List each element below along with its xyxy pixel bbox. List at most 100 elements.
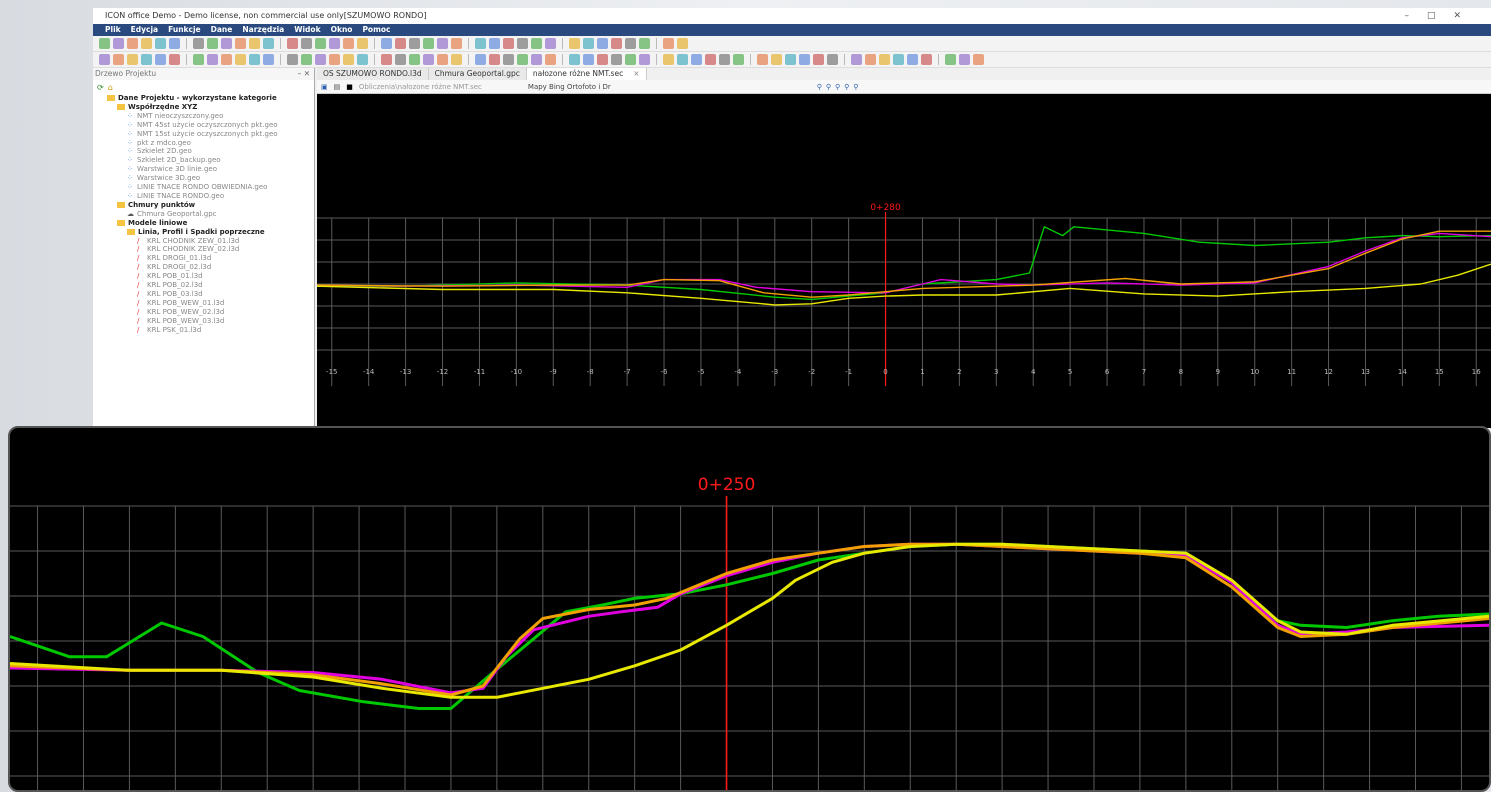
- toolbar-tool-icon[interactable]: [677, 54, 688, 65]
- toolbar-tool-icon[interactable]: [611, 54, 622, 65]
- tree-item[interactable]: ⁘ Warstwice 3D linie.geo: [93, 165, 314, 174]
- toolbar-tool-icon[interactable]: [155, 54, 166, 65]
- toolbar-tool-icon[interactable]: [813, 54, 824, 65]
- toolbar-tool-icon[interactable]: [677, 38, 688, 49]
- toolbar-tool-icon[interactable]: [113, 54, 124, 65]
- tree-item[interactable]: Linia, Profil i Spadki poprzeczne: [93, 228, 314, 237]
- tree-item[interactable]: / KRL DROGI_02.l3d: [93, 263, 314, 272]
- tree-item[interactable]: / KRL PSK_01.l3d: [93, 326, 314, 335]
- toolbar-tool-icon[interactable]: [263, 38, 274, 49]
- expand-icon[interactable]: ⌂: [107, 82, 113, 92]
- toolbar-tool-icon[interactable]: [907, 54, 918, 65]
- toolbar-tool-icon[interactable]: [531, 54, 542, 65]
- menu-item[interactable]: Widok: [294, 25, 321, 34]
- toolbar-tool-icon[interactable]: [451, 54, 462, 65]
- tree-item[interactable]: ⁘ NMT nieoczyszczony.geo: [93, 112, 314, 121]
- toolbar-tool-icon[interactable]: [569, 38, 580, 49]
- save-view-icon[interactable]: ▤: [333, 82, 341, 91]
- menu-item[interactable]: Okno: [330, 25, 353, 34]
- toolbar-tool-icon[interactable]: [827, 54, 838, 65]
- tree-item[interactable]: ⁘ Szkielet 2D_backup.geo: [93, 156, 314, 165]
- toolbar-tool-icon[interactable]: [503, 38, 514, 49]
- toolbar-tool-icon[interactable]: [785, 54, 796, 65]
- toolbar-tool-icon[interactable]: [221, 38, 232, 49]
- layers-icon[interactable]: ▣: [321, 82, 328, 91]
- toolbar-tool-icon[interactable]: [437, 54, 448, 65]
- tree-item[interactable]: ⁘ LINIE TNACE RONDO.geo: [93, 192, 314, 201]
- document-tab[interactable]: nałozone różne NMT.sec ×: [526, 68, 647, 80]
- cross-section-viewport[interactable]: 0+280 -15 -14 -13 -12 -11 -10 -9 -8 -7 -6 -5 -4 -3 -2-…: [316, 94, 1491, 428]
- toolbar-tool-icon[interactable]: [639, 38, 650, 49]
- toolbar-tool-icon[interactable]: [879, 54, 890, 65]
- toolbar-tool-icon[interactable]: [193, 38, 204, 49]
- zoom-tools-icon[interactable]: ⚲⚲⚲⚲⚲: [816, 82, 863, 91]
- toolbar-tool-icon[interactable]: [639, 54, 650, 65]
- toolbar-tool-icon[interactable]: [475, 54, 486, 65]
- toolbar-tool-icon[interactable]: [235, 38, 246, 49]
- toolbar-tool-icon[interactable]: [409, 54, 420, 65]
- menu-item[interactable]: Pomoc: [362, 25, 391, 34]
- toolbar-tool-icon[interactable]: [423, 54, 434, 65]
- toolbar-tool-icon[interactable]: [757, 54, 768, 65]
- path-field[interactable]: Obliczenia\nałozone różne NMT.sec: [358, 82, 482, 91]
- toolbar-tool-icon[interactable]: [381, 38, 392, 49]
- toolbar-tool-icon[interactable]: [127, 38, 138, 49]
- toolbar-tool-icon[interactable]: [423, 38, 434, 49]
- tree-item[interactable]: ⁘ NMT 15st użycie oczyszczonych pkt.geo: [93, 130, 314, 139]
- toolbar-tool-icon[interactable]: [865, 54, 876, 65]
- toolbar-tool-icon[interactable]: [395, 38, 406, 49]
- tree-item[interactable]: / KRL CHODNIK ZEW_02.l3d: [93, 245, 314, 254]
- toolbar-tool-icon[interactable]: [249, 38, 260, 49]
- tree-item[interactable]: Modele liniowe: [93, 219, 314, 228]
- toolbar-tool-icon[interactable]: [287, 54, 298, 65]
- document-tab[interactable]: Chmura Geoportal.gpc: [428, 68, 527, 80]
- tree-item[interactable]: / KRL POB_WEW_01.l3d: [93, 299, 314, 308]
- toolbar-tool-icon[interactable]: [921, 54, 932, 65]
- toolbar-tool-icon[interactable]: [489, 38, 500, 49]
- toolbar-tool-icon[interactable]: [973, 54, 984, 65]
- toolbar-tool-icon[interactable]: [169, 54, 180, 65]
- tree-item[interactable]: Współrzędne XYZ: [93, 103, 314, 112]
- toolbar-tool-icon[interactable]: [663, 54, 674, 65]
- menu-item[interactable]: Narzędzia: [242, 25, 285, 34]
- toolbar-tool-icon[interactable]: [155, 38, 166, 49]
- tree-item[interactable]: Dane Projektu - wykorzystane kategorie: [93, 94, 314, 103]
- toolbar-tool-icon[interactable]: [207, 54, 218, 65]
- toolbar-tool-icon[interactable]: [315, 54, 326, 65]
- toolbar-tool-icon[interactable]: [343, 54, 354, 65]
- tab-close-icon[interactable]: ×: [633, 69, 640, 78]
- toolbar-tool-icon[interactable]: [329, 38, 340, 49]
- tree-item[interactable]: / KRL POB_WEW_03.l3d: [93, 317, 314, 326]
- toolbar-tool-icon[interactable]: [437, 38, 448, 49]
- toolbar-tool-icon[interactable]: [691, 54, 702, 65]
- toolbar-tool-icon[interactable]: [733, 54, 744, 65]
- toolbar-tool-icon[interactable]: [207, 38, 218, 49]
- toolbar-tool-icon[interactable]: [141, 54, 152, 65]
- toolbar-tool-icon[interactable]: [235, 54, 246, 65]
- tree-item[interactable]: ⁘ NMT 45st użycie oczyszczonych pkt.geo: [93, 121, 314, 130]
- tree-item[interactable]: / KRL POB_01.l3d: [93, 272, 314, 281]
- toolbar-tool-icon[interactable]: [221, 54, 232, 65]
- toolbar-tool-icon[interactable]: [489, 54, 500, 65]
- toolbar-tool-icon[interactable]: [169, 38, 180, 49]
- tree-item[interactable]: ⁘ pkt z mdco.geo: [93, 139, 314, 148]
- menu-item[interactable]: Dane: [210, 25, 233, 34]
- toolbar-tool-icon[interactable]: [451, 38, 462, 49]
- toolbar-tool-icon[interactable]: [771, 54, 782, 65]
- toolbar-tool-icon[interactable]: [799, 54, 810, 65]
- toolbar-tool-icon[interactable]: [959, 54, 970, 65]
- toolbar-tool-icon[interactable]: [945, 54, 956, 65]
- toolbar-tool-icon[interactable]: [893, 54, 904, 65]
- tree-item[interactable]: ⁘ LINIE TNACE RONDO OBWIEDNIA.geo: [93, 183, 314, 192]
- toolbar-tool-icon[interactable]: [127, 54, 138, 65]
- toolbar-tool-icon[interactable]: [315, 38, 326, 49]
- menu-item[interactable]: Funkcje: [168, 25, 201, 34]
- tree-item[interactable]: Chmury punktów: [93, 201, 314, 210]
- toolbar-tool-icon[interactable]: [851, 54, 862, 65]
- toolbar-tool-icon[interactable]: [301, 54, 312, 65]
- toolbar-tool-icon[interactable]: [517, 38, 528, 49]
- tree-item[interactable]: / KRL CHODNIK ZEW_01.l3d: [93, 237, 314, 246]
- toolbar-tool-icon[interactable]: [531, 38, 542, 49]
- toolbar-tool-icon[interactable]: [705, 54, 716, 65]
- toolbar-tool-icon[interactable]: [301, 38, 312, 49]
